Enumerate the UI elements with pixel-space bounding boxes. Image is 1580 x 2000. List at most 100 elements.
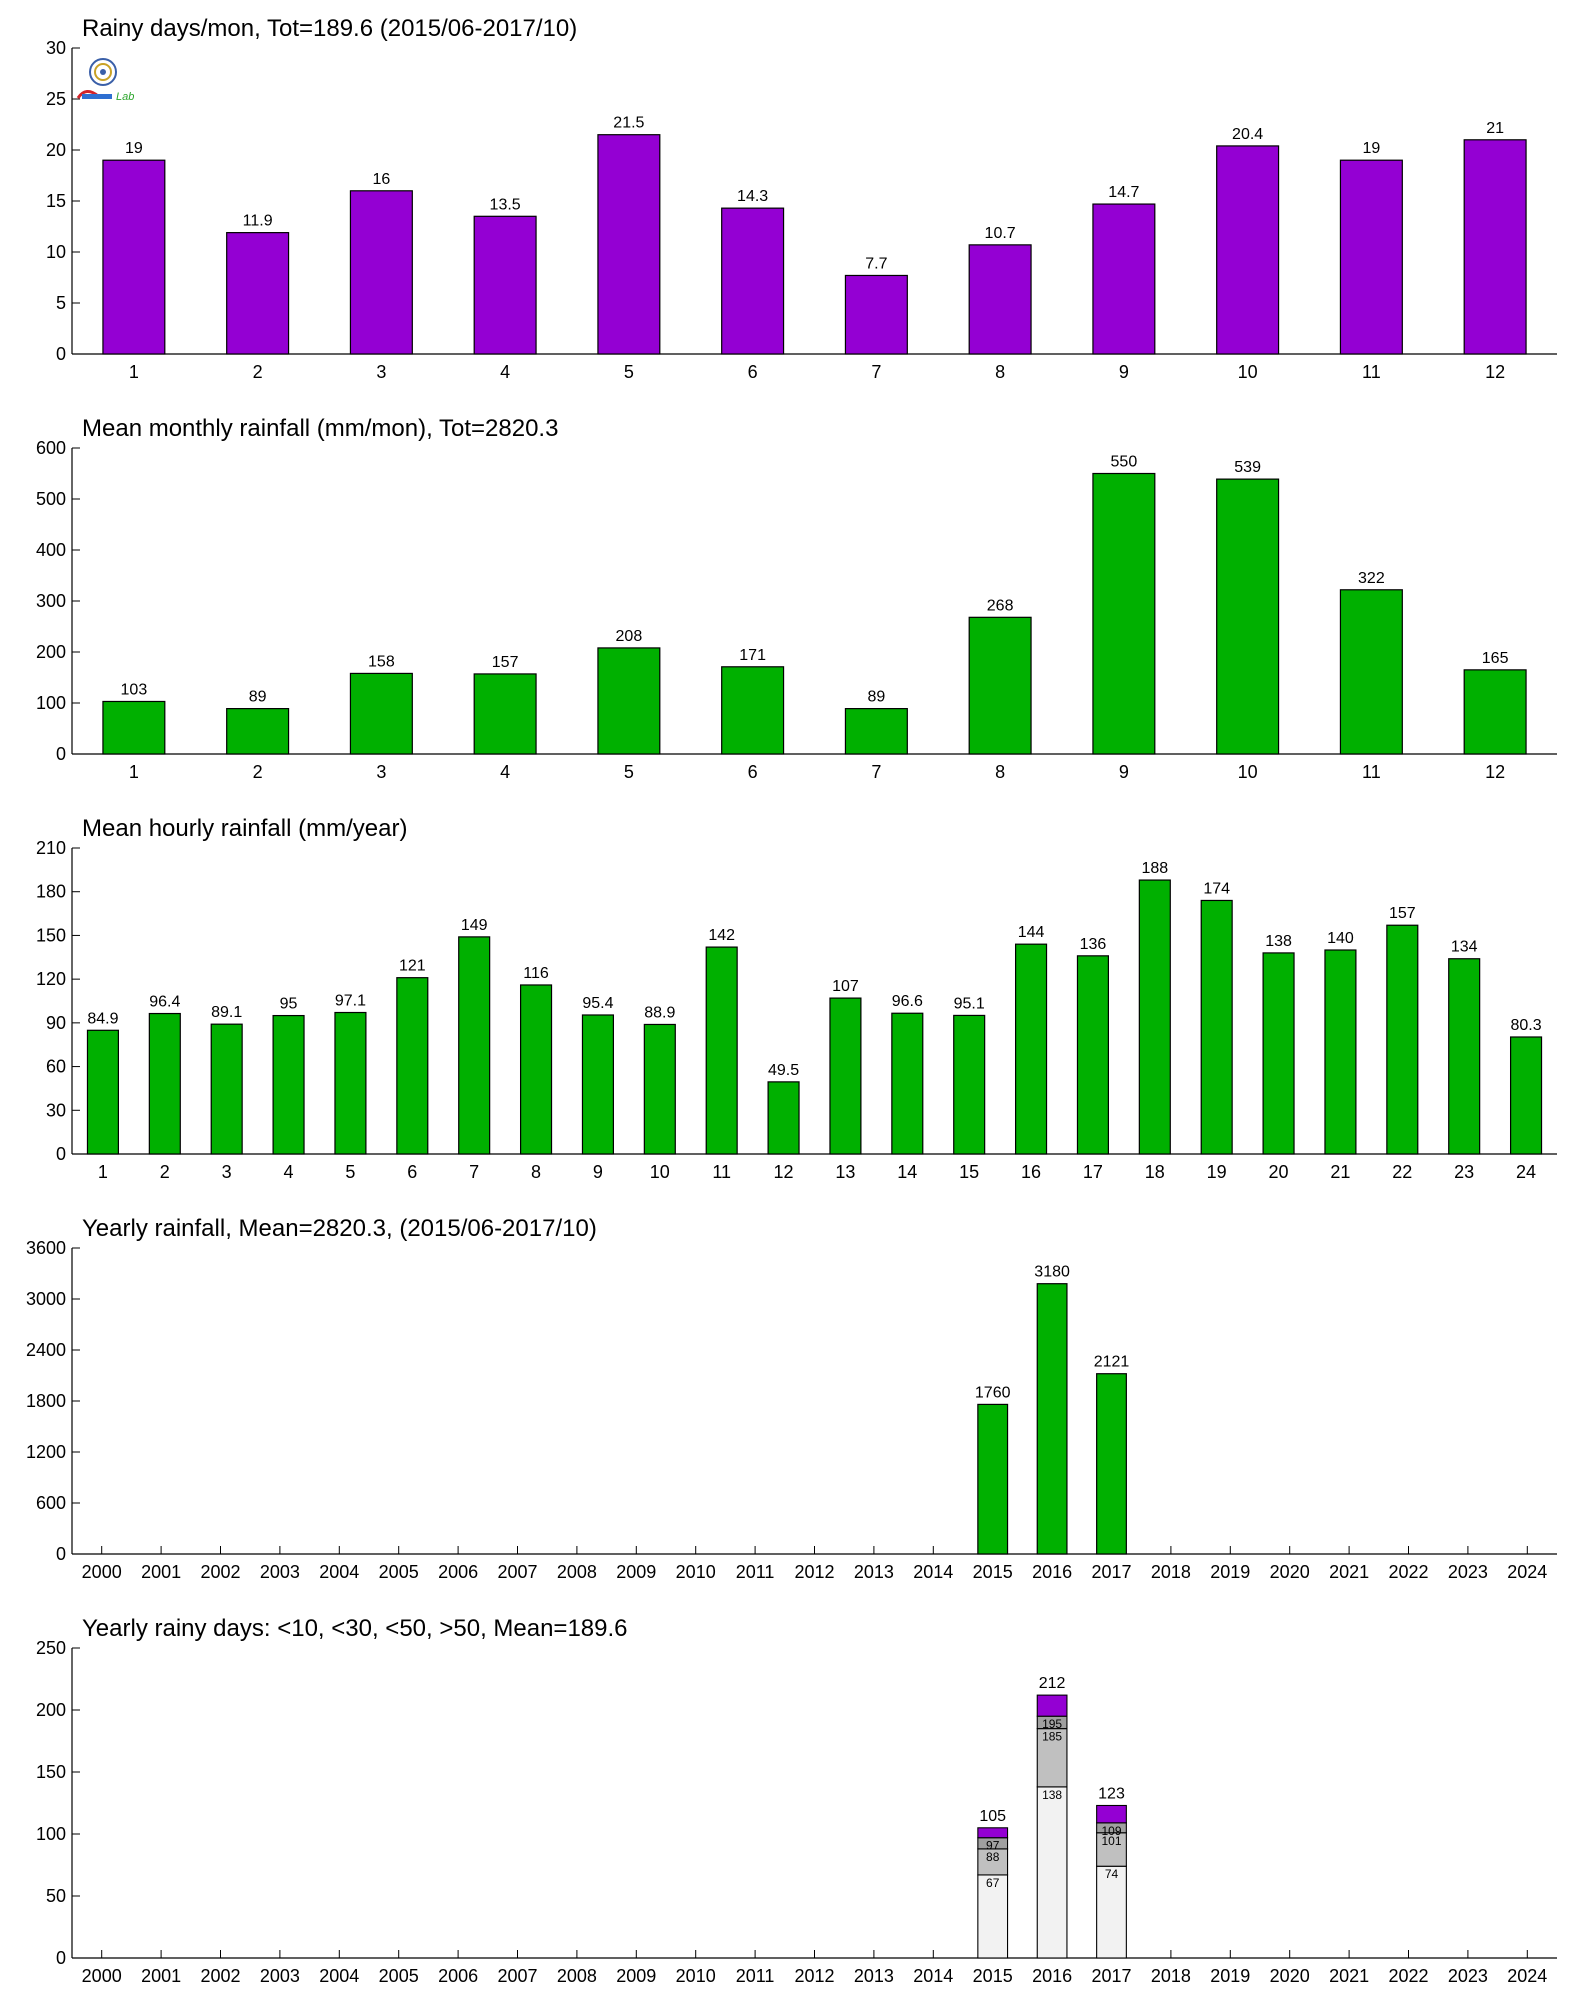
x-tick-label: 9 bbox=[1119, 762, 1129, 782]
x-tick-label: 10 bbox=[650, 1162, 670, 1182]
y-tick-label: 20 bbox=[46, 140, 66, 160]
bar bbox=[272, 1014, 305, 1155]
x-tick-label: 2011 bbox=[736, 1966, 775, 1986]
chart-title: Mean hourly rainfall (mm/year) bbox=[82, 815, 407, 842]
x-tick-label: 2002 bbox=[200, 1562, 240, 1582]
chart-mean-hourly-rainfall: Mean hourly rainfall (mm/year)0306090120… bbox=[36, 815, 1557, 1182]
bar-value-label: 188 bbox=[1141, 860, 1168, 877]
x-tick-label: 2008 bbox=[557, 1966, 597, 1986]
bar-value-label: 11.9 bbox=[243, 213, 273, 230]
x-tick-label: 8 bbox=[995, 762, 1005, 782]
stack-segment bbox=[977, 1848, 1009, 1876]
bar bbox=[458, 936, 491, 1155]
bar-value-label: 550 bbox=[1111, 454, 1138, 471]
bar-value-label: 157 bbox=[1389, 905, 1416, 922]
stack-segment-label: 101 bbox=[1101, 1834, 1121, 1848]
y-tick-label: 250 bbox=[36, 1638, 66, 1658]
bar bbox=[1463, 139, 1527, 355]
x-tick-label: 2011 bbox=[736, 1562, 775, 1582]
bar bbox=[581, 1014, 615, 1155]
bar bbox=[705, 946, 738, 1155]
x-tick-label: 2014 bbox=[913, 1966, 953, 1986]
x-tick-label: 4 bbox=[500, 362, 510, 382]
bar bbox=[473, 215, 537, 355]
x-tick-label: 2005 bbox=[379, 1966, 419, 1986]
stack-segment bbox=[1096, 1865, 1127, 1959]
bar-value-label: 7.7 bbox=[865, 255, 887, 272]
bar bbox=[953, 1014, 986, 1155]
x-tick-label: 22 bbox=[1392, 1162, 1412, 1182]
bar bbox=[334, 1011, 367, 1155]
bar-value-label: 171 bbox=[739, 647, 766, 664]
y-tick-label: 1200 bbox=[26, 1442, 66, 1462]
bar-value-label: 84.9 bbox=[87, 1010, 118, 1027]
x-tick-label: 2010 bbox=[676, 1562, 716, 1582]
bar-value-label: 95 bbox=[280, 996, 298, 1013]
bar-value-label: 142 bbox=[708, 927, 735, 944]
bar-value-label: 89 bbox=[249, 689, 267, 706]
bar bbox=[1463, 669, 1527, 755]
chart-title: Rainy days/mon, Tot=189.6 (2015/06-2017/… bbox=[82, 15, 577, 42]
stack-segment bbox=[1096, 1804, 1127, 1824]
bar bbox=[968, 616, 1032, 755]
x-tick-label: 2021 bbox=[1329, 1562, 1369, 1582]
x-tick-label: 12 bbox=[1485, 762, 1505, 782]
bar bbox=[597, 134, 661, 355]
chart-yearly-rainy-days: Yearly rainy days: <10, <30, <50, >50, M… bbox=[36, 1615, 1557, 1986]
bar-value-label: 21.5 bbox=[613, 115, 644, 132]
y-tick-label: 15 bbox=[46, 191, 66, 211]
bar-value-label: 157 bbox=[492, 654, 519, 671]
bar bbox=[1448, 958, 1481, 1155]
x-tick-label: 2024 bbox=[1507, 1966, 1547, 1986]
stack-segment bbox=[977, 1874, 1009, 1959]
bar bbox=[396, 977, 429, 1155]
bar-value-label: 13.5 bbox=[490, 196, 521, 213]
y-tick-label: 200 bbox=[36, 642, 66, 662]
stack-total-label: 105 bbox=[979, 1808, 1006, 1825]
bar bbox=[1386, 924, 1419, 1155]
x-tick-label: 16 bbox=[1021, 1162, 1041, 1182]
x-tick-label: 9 bbox=[593, 1162, 603, 1182]
x-tick-label: 2013 bbox=[854, 1562, 894, 1582]
y-tick-label: 0 bbox=[56, 1948, 66, 1968]
chart-yearly-rainfall: Yearly rainfall, Mean=2820.3, (2015/06-2… bbox=[26, 1215, 1557, 1582]
bar-value-label: 19 bbox=[1362, 140, 1380, 157]
x-tick-label: 7 bbox=[871, 362, 881, 382]
bar bbox=[148, 1012, 181, 1155]
bar-value-label: 10.7 bbox=[985, 225, 1016, 242]
bar bbox=[1076, 955, 1110, 1155]
x-tick-label: 2024 bbox=[1507, 1562, 1547, 1582]
stack-segment-label: 138 bbox=[1042, 1788, 1062, 1802]
x-tick-label: 2004 bbox=[319, 1966, 359, 1986]
stack-segment bbox=[977, 1827, 1009, 1839]
bar bbox=[210, 1023, 243, 1155]
x-tick-label: 2013 bbox=[854, 1966, 894, 1986]
stack-segment-label: 88 bbox=[986, 1850, 1000, 1864]
y-tick-label: 150 bbox=[36, 925, 66, 945]
x-tick-label: 2002 bbox=[200, 1966, 240, 1986]
y-tick-label: 150 bbox=[36, 1762, 66, 1782]
x-tick-label: 2015 bbox=[973, 1966, 1013, 1986]
x-tick-label: 2006 bbox=[438, 1966, 478, 1986]
bar-value-label: 107 bbox=[832, 978, 859, 995]
x-tick-label: 11 bbox=[1362, 362, 1381, 382]
x-tick-label: 2001 bbox=[141, 1966, 181, 1986]
x-tick-label: 2019 bbox=[1210, 1966, 1250, 1986]
bar bbox=[349, 190, 413, 355]
bar bbox=[1096, 1373, 1127, 1555]
bar-value-label: 96.4 bbox=[149, 994, 180, 1011]
bar bbox=[226, 232, 290, 355]
x-tick-label: 2007 bbox=[497, 1562, 537, 1582]
bar bbox=[829, 997, 862, 1155]
x-tick-label: 2020 bbox=[1270, 1966, 1310, 1986]
x-tick-label: 2022 bbox=[1388, 1562, 1428, 1582]
x-tick-label: 2008 bbox=[557, 1562, 597, 1582]
x-tick-label: 2016 bbox=[1032, 1562, 1072, 1582]
lab-logo-icon: Lab bbox=[76, 58, 134, 103]
x-tick-label: 11 bbox=[712, 1162, 731, 1182]
x-tick-label: 7 bbox=[469, 1162, 479, 1182]
x-tick-label: 2012 bbox=[794, 1966, 834, 1986]
y-tick-label: 0 bbox=[56, 1144, 66, 1164]
x-tick-label: 19 bbox=[1207, 1162, 1227, 1182]
x-tick-label: 15 bbox=[959, 1162, 979, 1182]
